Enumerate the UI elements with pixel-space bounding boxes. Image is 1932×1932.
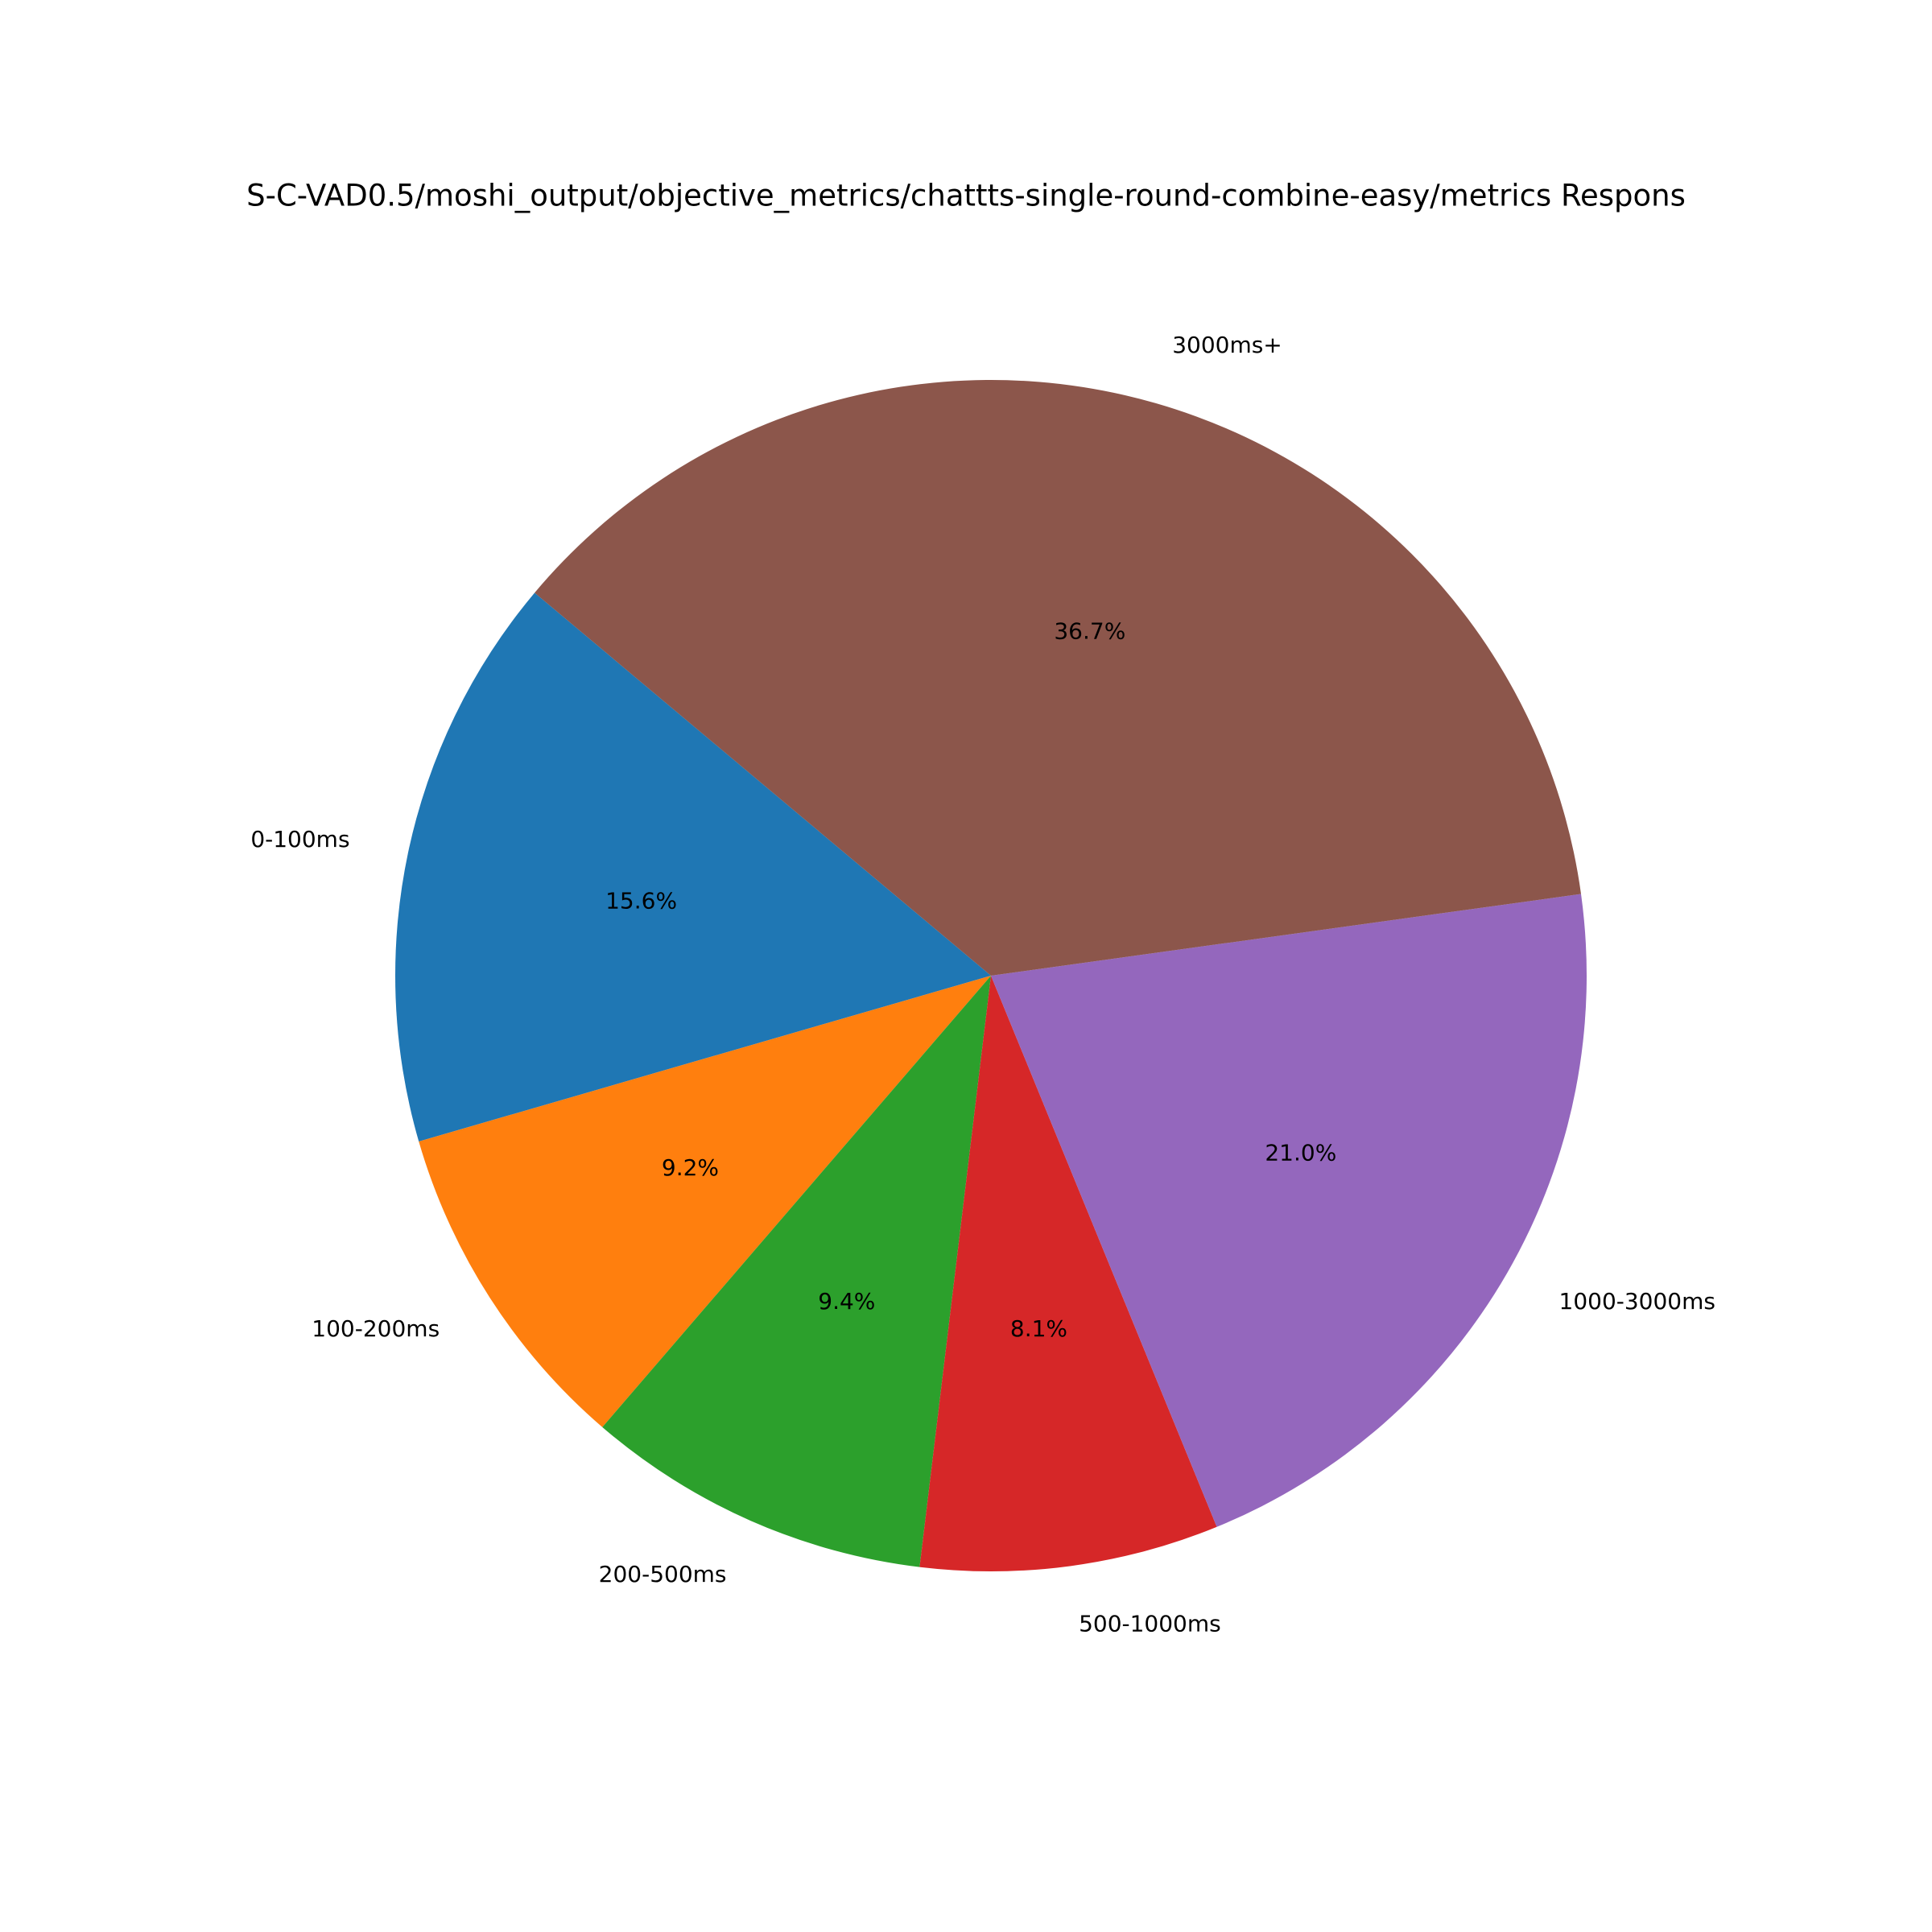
value-label: 9.4%: [818, 1288, 875, 1315]
pie-slice: [419, 976, 991, 1427]
value-label: 36.7%: [1054, 617, 1125, 644]
pie-slice: [535, 380, 1582, 976]
pie-slice: [394, 592, 992, 1141]
slice-label: 1000-3000ms: [1559, 1288, 1715, 1315]
value-label: 9.2%: [662, 1154, 719, 1181]
value-label: 21.0%: [1265, 1139, 1336, 1166]
value-label: 8.1%: [1010, 1315, 1067, 1342]
slice-label: 200-500ms: [599, 1561, 727, 1587]
slice-label: 100-200ms: [312, 1315, 440, 1342]
slice-label: 0-100ms: [250, 826, 349, 852]
chart-title: S-C-VAD0.5/moshi_output/objective_metric…: [246, 179, 1686, 213]
pie-slice: [991, 894, 1587, 1527]
value-label: 15.6%: [605, 887, 677, 914]
pie-slice: [919, 976, 1217, 1572]
slice-label: 3000ms+: [1172, 332, 1282, 358]
pie-slice: [602, 976, 991, 1567]
slice-label: 500-1000ms: [1079, 1611, 1221, 1637]
